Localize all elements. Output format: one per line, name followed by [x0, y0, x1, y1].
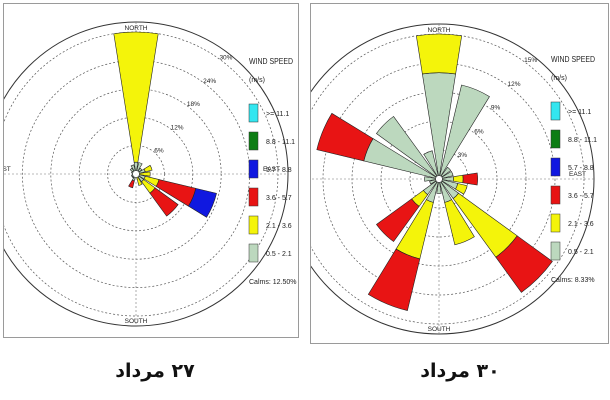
petal-left-8-seg-1	[128, 179, 135, 189]
legend-label-right-3: 3.6 - 5.7	[568, 193, 594, 200]
petal-right-4-seg-2	[462, 172, 478, 186]
legend-label-left-4: 2.1 - 3.6	[266, 223, 292, 230]
ring-label-left-2: 18%	[187, 101, 200, 108]
legend-swatch-right-0	[550, 101, 561, 121]
wind-rose-chart-right: 3%6%9%12%15%NORTHSOUTHEASTWESTWIND SPEED…	[311, 23, 597, 335]
grid-ring-right-3	[322, 62, 556, 296]
direction-east-right: EAST	[569, 171, 586, 178]
direction-south-right: SOUTH	[428, 326, 451, 333]
petal-right-3-seg-0	[438, 171, 454, 180]
direction-north-left: NORTH	[125, 25, 148, 32]
legend-swatch-left-4	[248, 215, 259, 235]
petal-right-14-seg-0	[376, 116, 440, 180]
petal-right-8-seg-0	[436, 178, 442, 194]
ring-label-right-0: 3%	[458, 152, 468, 159]
petal-right-12-seg-0	[424, 176, 440, 182]
legend-label-left-0: >= 11.1	[266, 111, 289, 118]
petal-right-10-seg-2	[376, 198, 420, 242]
ring-label-right-1: 6%	[474, 128, 484, 135]
calm-circle-left	[132, 170, 140, 178]
direction-south-left: SOUTH	[125, 318, 148, 325]
petal-left-6-seg-2	[149, 187, 179, 217]
legend-unit-left: (m/s)	[249, 77, 265, 84]
legend-swatch-right-4	[550, 213, 561, 233]
petal-left-3-seg-1	[143, 164, 153, 173]
ring-label-left-4: 30%	[219, 55, 232, 62]
wind-rose-chart-left: 6% 12% 18% 24% 30% NORTH SOUTH EAST WEST WIND SPE…	[4, 21, 296, 327]
legend-label-left-5: 0.5 - 2.1	[266, 251, 292, 258]
calms-label-right: Calms: 8.33%	[551, 277, 595, 284]
caption-left: ۲۷ مرداد	[115, 360, 195, 382]
legend-label-right-2: 5.7 - 8.8	[568, 165, 594, 172]
legend-swatch-right-1	[550, 129, 561, 149]
legend-swatch-left-2	[248, 159, 259, 179]
legend-title-right: WIND SPEED	[551, 55, 595, 64]
caption-right: ۳۰ مرداد	[420, 360, 500, 382]
direction-east-left: EAST	[263, 166, 280, 173]
legend-label-right-1: 8.8 - 11.1	[568, 137, 597, 144]
legend-swatch-right-3	[550, 185, 561, 205]
petal-right-5-seg-1	[455, 183, 468, 195]
legend-title-left: WIND SPEED	[249, 57, 293, 66]
legend-swatch-left-5	[248, 243, 259, 263]
petal-left-4-seg-0	[135, 171, 151, 177]
petal-left-0-seg-1	[113, 31, 159, 163]
ring-label-right-3: 12%	[508, 81, 521, 88]
petal-right-4-seg-1	[452, 174, 464, 184]
legend-unit-right: (m/s)	[551, 75, 567, 82]
calms-label-left: Calms: 12.50%	[249, 279, 296, 286]
petal-right-9-seg-2	[367, 248, 421, 311]
petal-right-13-seg-1	[316, 112, 374, 162]
legend-swatch-right-5	[550, 241, 561, 261]
ring-label-left-1: 12%	[171, 124, 184, 131]
petal-right-6-seg-2	[495, 235, 553, 293]
petal-right-1-seg-0	[438, 84, 490, 180]
petal-right-0-seg-1	[415, 33, 463, 75]
wind-rose-panel-left: 6% 12% 18% 24% 30% NORTH SOUTH EAST WEST WIND SPE…	[3, 3, 299, 338]
wind-rose-panel-right: 3%6%9%12%15%NORTHSOUTHEASTWESTWIND SPEED…	[310, 3, 609, 344]
petal-right-2-seg-0	[438, 166, 452, 180]
petal-right-15-seg-0	[423, 150, 440, 180]
legend-label-right-0: >= 11.1	[568, 109, 591, 116]
legend-label-left-3: 3.6 - 5.7	[266, 195, 292, 202]
direction-north-right: NORTH	[428, 27, 451, 34]
ring-label-left-3: 24%	[203, 78, 216, 85]
legend-swatch-left-3	[248, 187, 259, 207]
ring-label-left-0: 6%	[154, 148, 164, 155]
legend-swatch-right-2	[550, 157, 561, 177]
ring-label-right-4: 15%	[524, 57, 537, 64]
legend-label-left-2: 5.7 - 8.8	[266, 167, 292, 174]
legend-swatch-left-0	[248, 103, 259, 123]
direction-west-left: WEST	[4, 166, 11, 173]
legend-label-right-5: 0.5 - 2.1	[568, 249, 594, 256]
legend-label-right-4: 2.1 - 3.6	[568, 221, 594, 228]
legend-swatch-left-1	[248, 131, 259, 151]
petal-right-7-seg-1	[444, 199, 475, 246]
ring-label-right-2: 9%	[491, 105, 501, 112]
petal-left-5-seg-3	[188, 188, 217, 218]
legend-label-left-1: 8.8 - 11.1	[266, 139, 295, 146]
calm-circle-right	[435, 175, 443, 183]
